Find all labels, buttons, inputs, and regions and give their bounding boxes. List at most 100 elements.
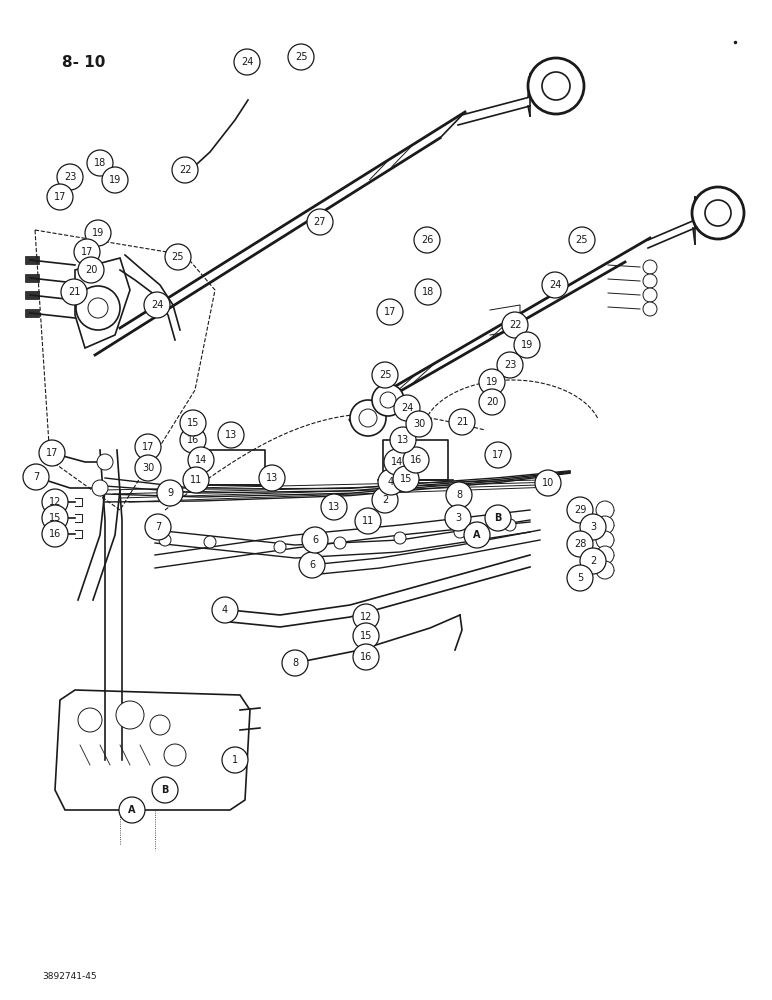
Bar bbox=[25, 256, 39, 264]
Text: 19: 19 bbox=[92, 228, 104, 238]
Circle shape bbox=[692, 187, 744, 239]
Circle shape bbox=[188, 447, 214, 473]
Circle shape bbox=[39, 440, 65, 466]
Text: 9: 9 bbox=[167, 488, 173, 498]
Text: 15: 15 bbox=[360, 631, 372, 641]
Text: 21: 21 bbox=[455, 417, 468, 427]
Circle shape bbox=[353, 644, 379, 670]
Circle shape bbox=[567, 497, 593, 523]
Circle shape bbox=[282, 650, 308, 676]
Text: 17: 17 bbox=[142, 442, 154, 452]
Text: B: B bbox=[494, 513, 502, 523]
Circle shape bbox=[87, 150, 113, 176]
Circle shape bbox=[705, 200, 731, 226]
Circle shape bbox=[88, 298, 108, 318]
Text: 18: 18 bbox=[94, 158, 106, 168]
Text: 20: 20 bbox=[85, 265, 97, 275]
Circle shape bbox=[643, 274, 657, 288]
Circle shape bbox=[377, 299, 403, 325]
Circle shape bbox=[353, 604, 379, 630]
Text: 16: 16 bbox=[410, 455, 422, 465]
Text: 26: 26 bbox=[421, 235, 433, 245]
Text: 11: 11 bbox=[362, 516, 374, 526]
Circle shape bbox=[502, 312, 528, 338]
Circle shape bbox=[350, 400, 386, 436]
Text: 28: 28 bbox=[574, 539, 586, 549]
Circle shape bbox=[643, 302, 657, 316]
Text: 20: 20 bbox=[486, 397, 498, 407]
Text: 7: 7 bbox=[155, 522, 161, 532]
Text: 6: 6 bbox=[309, 560, 315, 570]
Circle shape bbox=[85, 220, 111, 246]
Text: 11: 11 bbox=[190, 475, 202, 485]
Circle shape bbox=[454, 526, 466, 538]
Text: 30: 30 bbox=[142, 463, 154, 473]
Text: 10: 10 bbox=[542, 478, 554, 488]
Circle shape bbox=[159, 534, 171, 546]
Circle shape bbox=[390, 427, 416, 453]
Circle shape bbox=[497, 352, 523, 378]
Text: 23: 23 bbox=[504, 360, 516, 370]
Circle shape bbox=[372, 362, 398, 388]
Circle shape bbox=[172, 157, 198, 183]
Circle shape bbox=[449, 409, 475, 435]
Text: 13: 13 bbox=[266, 473, 278, 483]
Circle shape bbox=[76, 286, 120, 330]
Text: A: A bbox=[128, 805, 136, 815]
Circle shape bbox=[567, 565, 593, 591]
Circle shape bbox=[464, 522, 490, 548]
Circle shape bbox=[180, 410, 206, 436]
Circle shape bbox=[145, 514, 171, 540]
Circle shape bbox=[485, 442, 511, 468]
Text: 27: 27 bbox=[313, 217, 327, 227]
Text: 3: 3 bbox=[455, 513, 461, 523]
Circle shape bbox=[596, 546, 614, 564]
Text: 17: 17 bbox=[492, 450, 504, 460]
Circle shape bbox=[42, 521, 68, 547]
Text: 8- 10: 8- 10 bbox=[62, 55, 105, 70]
Circle shape bbox=[180, 427, 206, 453]
Circle shape bbox=[479, 369, 505, 395]
Text: 25: 25 bbox=[576, 235, 588, 245]
Text: 17: 17 bbox=[384, 307, 396, 317]
Circle shape bbox=[150, 715, 170, 735]
Circle shape bbox=[580, 548, 606, 574]
Text: 24: 24 bbox=[401, 403, 413, 413]
Circle shape bbox=[135, 455, 161, 481]
Text: 19: 19 bbox=[109, 175, 121, 185]
Circle shape bbox=[394, 532, 406, 544]
Circle shape bbox=[479, 389, 505, 415]
Text: 24: 24 bbox=[549, 280, 561, 290]
Text: 7: 7 bbox=[33, 472, 39, 482]
Circle shape bbox=[567, 531, 593, 557]
Text: 22: 22 bbox=[509, 320, 521, 330]
Circle shape bbox=[353, 623, 379, 649]
Circle shape bbox=[378, 469, 404, 495]
Circle shape bbox=[74, 239, 100, 265]
Text: 1: 1 bbox=[232, 755, 238, 765]
Text: 8: 8 bbox=[292, 658, 298, 668]
Text: 12: 12 bbox=[49, 497, 61, 507]
Circle shape bbox=[643, 288, 657, 302]
Circle shape bbox=[528, 58, 584, 114]
Text: 29: 29 bbox=[574, 505, 586, 515]
Circle shape bbox=[92, 480, 108, 496]
Circle shape bbox=[299, 552, 325, 578]
Circle shape bbox=[57, 164, 83, 190]
Text: 24: 24 bbox=[151, 300, 163, 310]
Text: 13: 13 bbox=[328, 502, 340, 512]
Circle shape bbox=[222, 747, 248, 773]
Circle shape bbox=[446, 482, 472, 508]
Circle shape bbox=[165, 244, 191, 270]
Circle shape bbox=[116, 701, 144, 729]
Bar bbox=[25, 274, 39, 282]
Circle shape bbox=[580, 514, 606, 540]
Circle shape bbox=[403, 447, 429, 473]
Text: 14: 14 bbox=[391, 457, 403, 467]
Circle shape bbox=[152, 777, 178, 803]
Text: 8: 8 bbox=[456, 490, 462, 500]
Circle shape bbox=[406, 411, 432, 437]
Text: 12: 12 bbox=[360, 612, 372, 622]
Text: 2: 2 bbox=[590, 556, 596, 566]
Circle shape bbox=[183, 467, 209, 493]
